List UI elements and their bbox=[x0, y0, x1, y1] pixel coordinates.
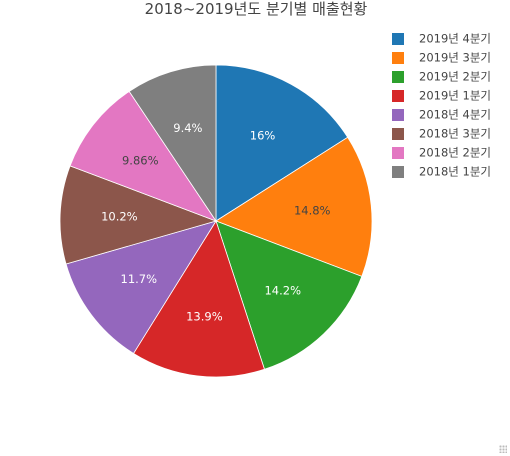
slice-percent-label: 14.8% bbox=[294, 204, 331, 218]
pie-slice[interactable] bbox=[65, 220, 217, 354]
legend-item[interactable]: 2018년 1분기 bbox=[392, 165, 491, 179]
slice-percent-label: 9.4% bbox=[173, 121, 202, 135]
legend-item[interactable]: 2019년 4분기 bbox=[392, 32, 491, 46]
pie-slice[interactable] bbox=[128, 64, 217, 223]
legend: 2019년 4분기 2019년 3분기 2019년 2분기 2019년 1분기 2018… bbox=[392, 32, 491, 179]
legend-item[interactable]: 2019년 3분기 bbox=[392, 51, 491, 65]
legend-label: 2018년 1분기 bbox=[419, 165, 491, 179]
legend-label: 2018년 2분기 bbox=[419, 146, 491, 160]
slice-percent-label: 13.9% bbox=[186, 310, 223, 324]
legend-item[interactable]: 2018년 3분기 bbox=[392, 127, 491, 141]
legend-label: 2018년 3분기 bbox=[419, 127, 491, 141]
legend-swatch bbox=[392, 71, 404, 83]
legend-label: 2019년 2분기 bbox=[419, 70, 491, 84]
legend-item[interactable]: 2018년 4분기 bbox=[392, 108, 491, 122]
pie-slice[interactable] bbox=[215, 64, 349, 222]
legend-item[interactable]: 2019년 2분기 bbox=[392, 70, 491, 84]
pie-slice[interactable] bbox=[132, 220, 265, 378]
legend-swatch bbox=[392, 166, 404, 178]
legend-label: 2019년 4분기 bbox=[419, 32, 491, 46]
pie-slice[interactable] bbox=[215, 136, 373, 277]
legend-item[interactable]: 2018년 2분기 bbox=[392, 146, 491, 160]
slice-percent-label: 9.86% bbox=[122, 153, 159, 167]
chart-title: 2018~2019년도 분기별 매출현황 bbox=[145, 0, 368, 18]
legend-item[interactable]: 2019년 1분기 bbox=[392, 89, 491, 103]
pie-slices bbox=[59, 64, 373, 378]
slice-percent-label: 14.2% bbox=[264, 283, 301, 297]
pie-slice[interactable] bbox=[59, 165, 218, 265]
legend-swatch bbox=[392, 90, 404, 102]
slice-percent-label: 11.7% bbox=[121, 272, 158, 286]
slice-percent-label: 10.2% bbox=[101, 210, 138, 224]
legend-swatch bbox=[392, 128, 404, 140]
legend-label: 2019년 3분기 bbox=[419, 51, 491, 65]
legend-swatch bbox=[392, 109, 404, 121]
resize-grip-icon[interactable] bbox=[499, 445, 507, 453]
legend-swatch bbox=[392, 147, 404, 159]
pie-slice[interactable] bbox=[69, 90, 218, 222]
slice-percent-label: 16% bbox=[250, 129, 276, 143]
legend-swatch bbox=[392, 52, 404, 64]
slice-labels: 16% 14.8% 14.2% 13.9% 11.7% 10.2% 9.86% 9.4% bbox=[101, 121, 330, 324]
legend-label: 2019년 1분기 bbox=[419, 89, 491, 103]
legend-label: 2018년 4분기 bbox=[419, 108, 491, 122]
legend-swatch bbox=[392, 33, 404, 45]
